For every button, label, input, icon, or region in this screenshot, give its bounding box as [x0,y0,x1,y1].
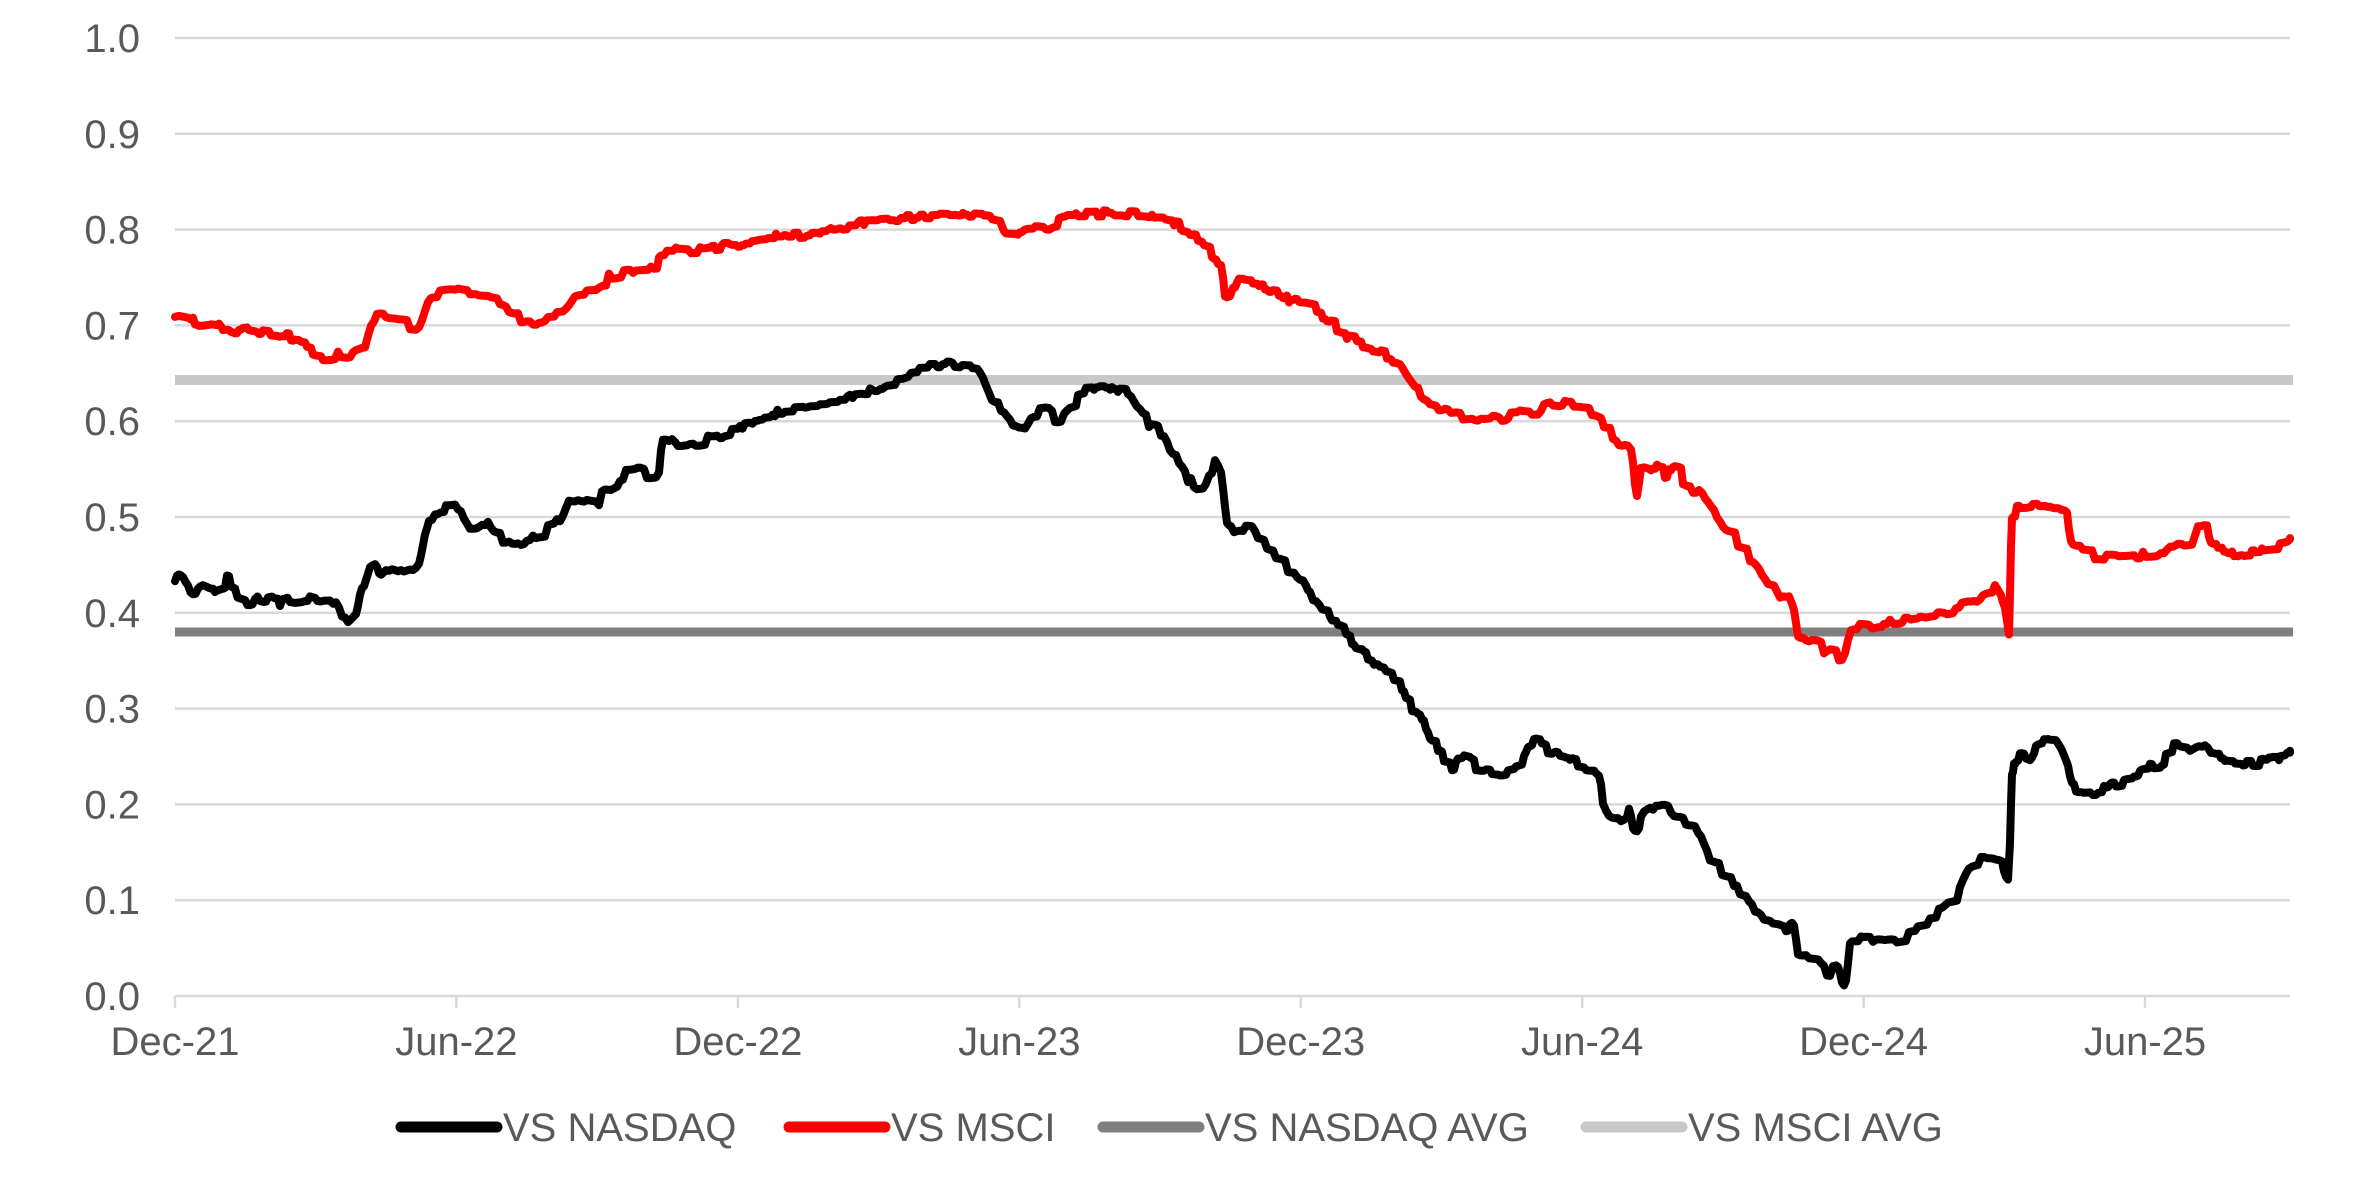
svg-text:Jun-25: Jun-25 [2084,1020,2206,1064]
svg-text:Jun-23: Jun-23 [958,1020,1080,1064]
svg-text:VS MSCI: VS MSCI [891,1106,1055,1150]
svg-text:Dec-24: Dec-24 [1799,1020,1928,1064]
svg-text:0.2: 0.2 [84,783,140,827]
svg-text:VS NASDAQ: VS NASDAQ [503,1106,736,1150]
svg-text:Dec-22: Dec-22 [673,1020,802,1064]
svg-text:Dec-21: Dec-21 [111,1020,240,1064]
svg-text:VS NASDAQ AVG: VS NASDAQ AVG [1205,1106,1529,1150]
svg-text:0.6: 0.6 [84,400,140,444]
svg-text:VS MSCI AVG: VS MSCI AVG [1688,1106,1943,1150]
svg-text:0.0: 0.0 [84,975,140,1019]
svg-text:0.7: 0.7 [84,304,140,348]
svg-text:0.3: 0.3 [84,688,140,732]
svg-text:0.4: 0.4 [84,592,140,636]
svg-text:1.0: 1.0 [84,17,140,61]
svg-text:0.5: 0.5 [84,496,140,540]
svg-text:0.8: 0.8 [84,209,140,253]
svg-text:Jun-24: Jun-24 [1521,1020,1643,1064]
svg-text:Jun-22: Jun-22 [395,1020,517,1064]
svg-text:Dec-23: Dec-23 [1236,1020,1365,1064]
svg-text:0.9: 0.9 [84,113,140,157]
svg-text:0.1: 0.1 [84,879,140,923]
